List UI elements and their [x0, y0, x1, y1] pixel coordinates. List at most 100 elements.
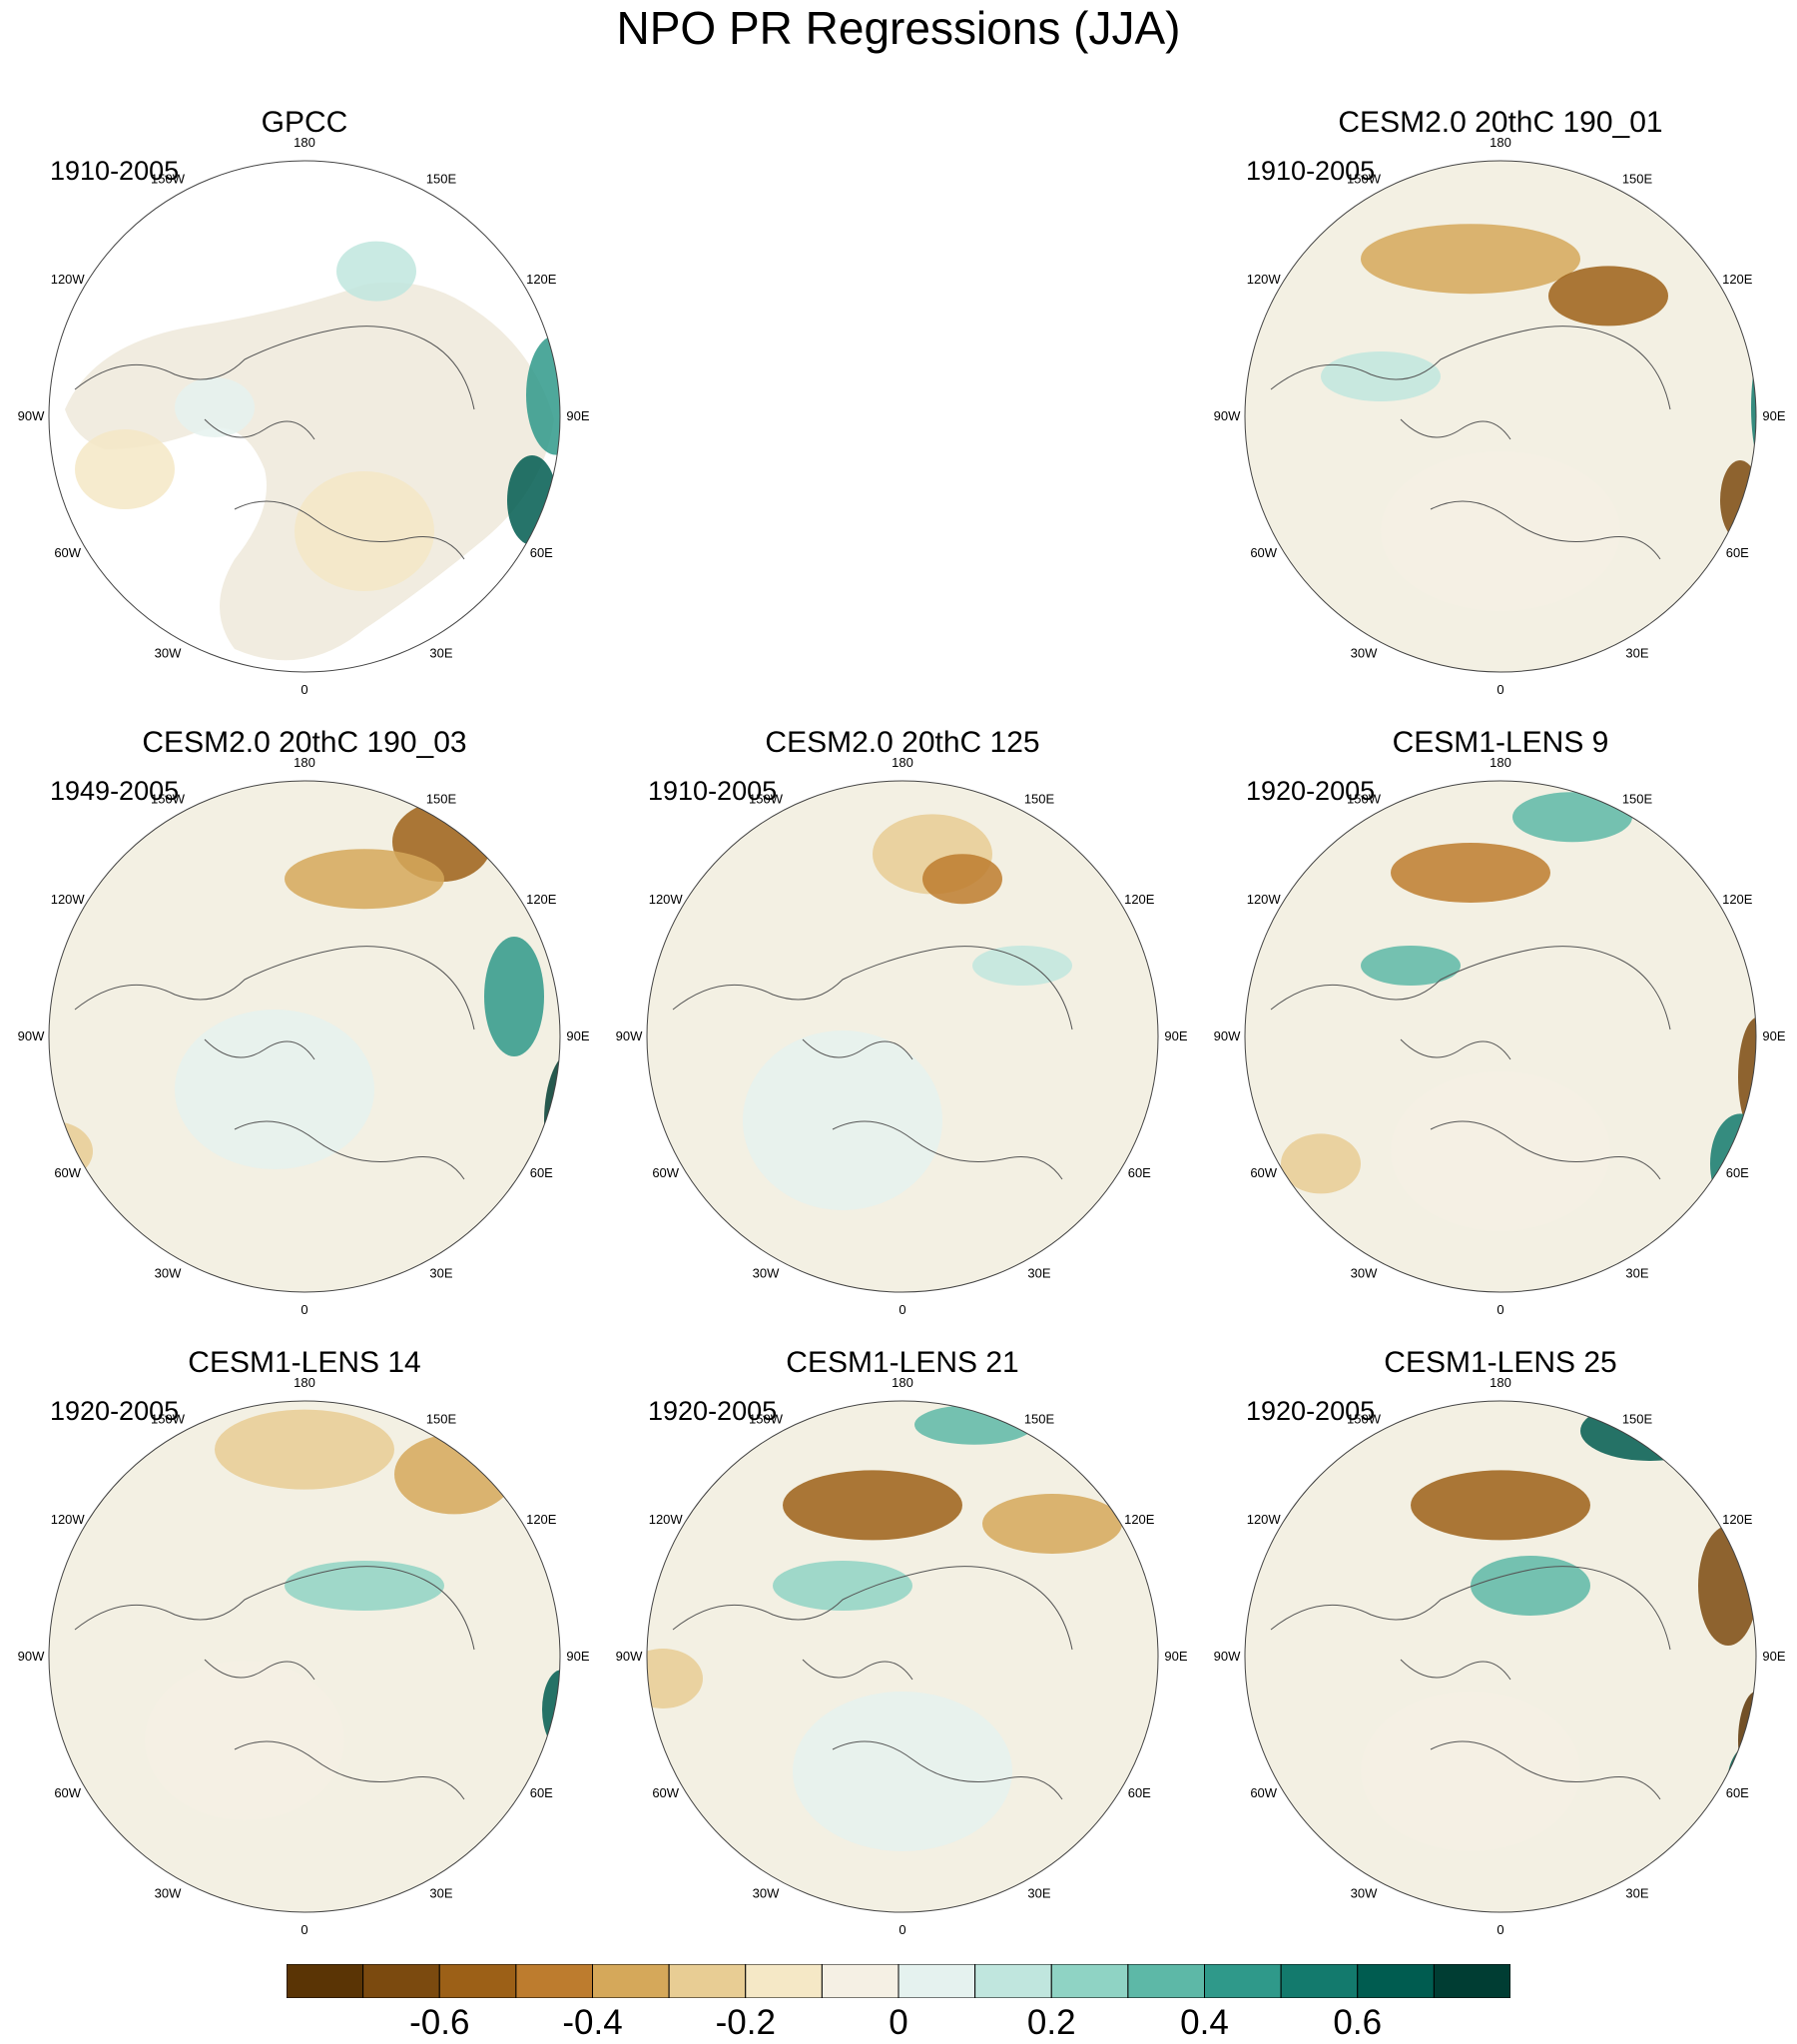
longitude-label: 180 — [892, 1375, 913, 1390]
longitude-label: 30W — [753, 1265, 780, 1280]
longitude-label: 30E — [1625, 645, 1648, 660]
colorbar-swatch — [974, 1964, 1052, 1998]
colorbar-swatch — [362, 1964, 440, 1998]
longitude-label: 60W — [1250, 1785, 1277, 1800]
longitude-label: 90E — [1762, 408, 1785, 423]
longitude-label: 150W — [1347, 1412, 1382, 1427]
longitude-label: 90W — [1214, 1028, 1241, 1043]
longitude-label: 120W — [51, 1512, 86, 1527]
map-panel-cesm2-190-01: CESM2.0 20thC 190_01 1910-2005 180 150E 12… — [1201, 90, 1797, 709]
longitude-label: 90E — [566, 1649, 589, 1664]
longitude-label: 120W — [1247, 892, 1282, 907]
map-panel-cesm2-125: CESM2.0 20thC 125 1910-2005 180 150E 120E 9… — [603, 710, 1202, 1329]
figure-title: NPO PR Regressions (JJA) — [616, 2, 1181, 54]
map-panel-lens-14: CESM1-LENS 14 1920-2005 180 150E 120E 90E 60… — [5, 1330, 604, 1949]
longitude-label: 150E — [426, 172, 457, 187]
longitude-label: 90E — [1762, 1649, 1785, 1664]
map-panel-cesm2-190-03: CESM2.0 20thC 190_03 1949-2005 180 150E 12… — [5, 710, 604, 1329]
longitude-label: 30E — [1625, 1265, 1648, 1280]
longitude-label: 90W — [18, 1649, 45, 1664]
colorbar-swatch — [438, 1964, 517, 1998]
longitude-label: 0 — [300, 1922, 307, 1937]
panel-title: CESM1-LENS 25 — [1384, 1346, 1617, 1379]
longitude-label: 150E — [426, 792, 457, 807]
colorbar-swatch — [1050, 1964, 1129, 1998]
polar-map: 180 150E 120E 90E 60E 30E 0 30W 60W 90W 120W 150W — [18, 755, 590, 1317]
longitude-label: 120E — [526, 272, 557, 287]
panel-title: CESM1-LENS 9 — [1392, 726, 1609, 759]
longitude-label: 30W — [155, 1885, 182, 1900]
longitude-label: 180 — [1490, 755, 1511, 770]
panel-title: CESM1-LENS 14 — [188, 1346, 421, 1379]
longitude-label: 60W — [652, 1785, 679, 1800]
colorbar-swatch — [668, 1964, 747, 1998]
panel-period: 1949-2005 — [50, 776, 180, 806]
longitude-label: 30W — [753, 1885, 780, 1900]
colorbar — [287, 1964, 1510, 1998]
longitude-label: 0 — [1497, 1922, 1503, 1937]
longitude-label: 180 — [892, 755, 913, 770]
longitude-label: 90E — [566, 1028, 589, 1043]
longitude-label: 120W — [649, 892, 684, 907]
longitude-label: 90E — [1164, 1028, 1187, 1043]
longitude-label: 150E — [1024, 792, 1055, 807]
polar-map: 180 150E 120E 90E 60E 30E 0 30W 60W 90W 120W 150W — [1214, 135, 1786, 697]
longitude-label: 90W — [18, 408, 45, 423]
panel-period: 1920-2005 — [1246, 776, 1376, 806]
longitude-label: 60E — [1726, 545, 1749, 560]
longitude-label: 120E — [1722, 892, 1753, 907]
longitude-label: 60E — [1726, 1165, 1749, 1180]
longitude-label: 30E — [1027, 1265, 1050, 1280]
longitude-label: 150W — [1347, 792, 1382, 807]
longitude-label: 60E — [1128, 1165, 1151, 1180]
colorbar-swatch — [745, 1964, 823, 1998]
panel-title: GPCC — [261, 106, 348, 139]
longitude-label: 120E — [1722, 1512, 1753, 1527]
longitude-label: 90E — [1164, 1649, 1187, 1664]
map-panel-lens-21: CESM1-LENS 21 1920-2005 180 150E 120E 90E 60… — [603, 1330, 1202, 1949]
map-panel-lens-9: CESM1-LENS 9 1920-2005 180 150E 120E 90E 60E… — [1201, 710, 1797, 1329]
longitude-label: 60W — [1250, 1165, 1277, 1180]
longitude-label: 30E — [429, 1885, 452, 1900]
longitude-label: 150E — [426, 1412, 457, 1427]
panel-period: 1910-2005 — [648, 776, 778, 806]
longitude-label: 90E — [1762, 1028, 1785, 1043]
longitude-label: 30E — [1625, 1885, 1648, 1900]
colorbar-tick-label: -0.4 — [562, 2003, 623, 2042]
longitude-label: 0 — [1497, 682, 1503, 697]
colorbar-tick-label: 0 — [889, 2003, 908, 2042]
longitude-label: 180 — [1490, 135, 1511, 150]
panel-period: 1920-2005 — [50, 1396, 180, 1426]
longitude-label: 30E — [1027, 1885, 1050, 1900]
polar-map: 180 150E 120E 90E 60E 30E 0 30W 60W 90W 120W 150W — [1214, 1375, 1786, 1937]
colorbar-swatch — [821, 1964, 899, 1998]
longitude-label: 60W — [1250, 545, 1277, 560]
colorbar-swatch — [287, 1964, 364, 1998]
colorbar-swatch — [1127, 1964, 1205, 1998]
longitude-label: 60W — [54, 1165, 81, 1180]
longitude-label: 30W — [1351, 645, 1378, 660]
longitude-label: 90E — [566, 408, 589, 423]
longitude-label: 0 — [300, 1302, 307, 1317]
longitude-label: 60W — [54, 545, 81, 560]
colorbar-swatch — [898, 1964, 976, 1998]
longitude-label: 90W — [1214, 408, 1241, 423]
map-panel-gpcc: GPCC 1910-2005 180 150E 120E 90E 60E 30E 0 30W 6… — [5, 90, 604, 709]
longitude-label: 180 — [294, 1375, 315, 1390]
colorbar-tick-label: -0.6 — [409, 2003, 470, 2042]
colorbar-swatch — [1357, 1964, 1435, 1998]
longitude-label: 60E — [530, 545, 553, 560]
longitude-label: 120W — [649, 1512, 684, 1527]
longitude-label: 150W — [749, 1412, 784, 1427]
longitude-label: 30W — [155, 1265, 182, 1280]
longitude-label: 150W — [749, 792, 784, 807]
longitude-label: 120E — [1124, 1512, 1155, 1527]
longitude-label: 60W — [652, 1165, 679, 1180]
longitude-label: 90W — [18, 1028, 45, 1043]
colorbar-tick-label: 0.4 — [1180, 2003, 1229, 2042]
panel-title: CESM2.0 20thC 190_01 — [1338, 106, 1663, 139]
colorbar-swatch — [515, 1964, 593, 1998]
longitude-label: 60E — [530, 1785, 553, 1800]
longitude-label: 30E — [429, 645, 452, 660]
longitude-label: 0 — [898, 1302, 905, 1317]
